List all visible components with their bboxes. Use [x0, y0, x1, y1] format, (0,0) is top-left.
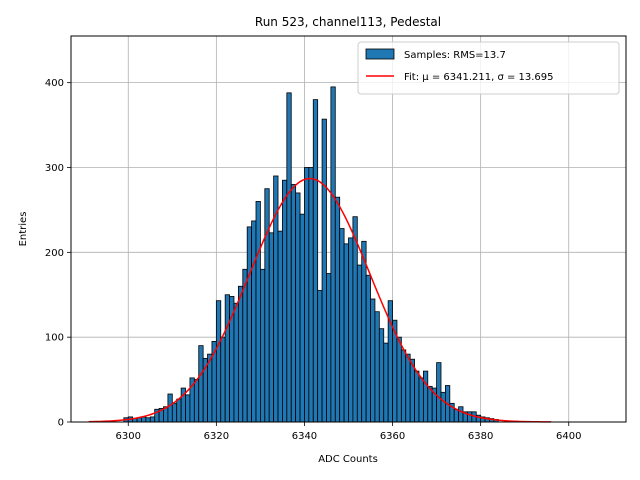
histogram-bar [242, 268, 248, 423]
histogram-bar [312, 99, 319, 423]
histogram-bar [348, 237, 354, 423]
y-tick-label-2: 200 [45, 248, 64, 259]
legend-swatch-histogram [365, 48, 395, 60]
histogram-bar [453, 408, 460, 423]
histogram-bar [339, 228, 345, 423]
y-axis-label: Entries [18, 212, 29, 247]
histogram-bar [251, 220, 257, 423]
histogram-bar [334, 196, 341, 423]
histogram-bar [176, 398, 182, 423]
histogram-bar [237, 285, 244, 423]
histogram-bar [317, 290, 323, 423]
histogram-bar [326, 273, 332, 423]
x-axis-label: ADC Counts [318, 454, 378, 465]
histogram-bar [365, 274, 371, 423]
histogram-bar [458, 406, 464, 423]
histogram-bar [277, 230, 283, 423]
histogram-bar [361, 240, 367, 423]
histogram-bar [356, 264, 363, 423]
y-tick-label-3: 300 [45, 163, 64, 174]
histogram-bar [352, 216, 358, 423]
x-tick-label-5: 6400 [556, 431, 581, 442]
x-tick-label-2: 6340 [292, 431, 317, 442]
histogram-bar [467, 411, 473, 423]
gaussian-fit-curve [88, 177, 552, 423]
y-tick-label-0: 0 [58, 418, 64, 429]
histogram-bar [414, 370, 420, 423]
x-tick-label-0: 6300 [116, 431, 141, 442]
histogram-bar [167, 393, 173, 423]
histogram-bar [440, 391, 446, 423]
histogram-bar [149, 416, 156, 423]
histogram-bar [264, 188, 270, 423]
histogram-bar [321, 118, 327, 423]
histogram-bar [185, 394, 191, 423]
histogram-bar [343, 243, 349, 423]
histogram-bar [198, 345, 204, 423]
legend-label-histogram: Samples: RMS=13.7 [404, 50, 506, 61]
histogram-bar [330, 86, 336, 423]
histogram-bar [405, 353, 411, 423]
histogram-bar [282, 179, 288, 423]
y-tick-label-1: 100 [45, 333, 64, 344]
histogram-bar [304, 167, 310, 423]
histogram-bar [224, 294, 230, 423]
histogram-bar [378, 328, 385, 423]
y-axis-ticks: 0 100 200 300 400 [45, 78, 71, 429]
histogram-bar [409, 358, 415, 423]
histogram-bar [308, 167, 314, 423]
legend-box [357, 41, 620, 95]
histogram-bar [255, 201, 261, 423]
histogram-bar [246, 226, 252, 423]
histogram-bar [427, 385, 433, 423]
histogram-bar [220, 336, 226, 423]
histogram-bars [123, 86, 499, 423]
x-axis-ticks: 6300 6320 6340 6360 6380 6400 [116, 422, 581, 442]
histogram-bar [145, 417, 151, 423]
histogram-bar [299, 213, 305, 423]
histogram-bar [295, 192, 301, 423]
histogram-bar [370, 298, 376, 423]
plot-frame [70, 35, 627, 423]
legend-label-fit: Fit: μ = 6341.211, σ = 13.695 [404, 72, 554, 83]
x-tick-label-3: 6360 [380, 431, 405, 442]
x-tick-label-1: 6320 [204, 431, 229, 442]
histogram-bar [268, 232, 275, 423]
y-tick-label-4: 400 [45, 78, 64, 89]
legend: Samples: RMS=13.7 Fit: μ = 6341.211, σ =… [357, 41, 620, 95]
histogram-bar [422, 370, 429, 423]
histogram-bar [383, 342, 389, 423]
histogram-bar [215, 300, 222, 423]
histogram-bar [193, 379, 200, 423]
histogram-bar [141, 416, 147, 423]
chart-title: Run 523, channel113, Pedestal [255, 15, 441, 29]
histogram-bar [396, 336, 402, 423]
histogram-bar [290, 184, 297, 423]
histogram-bar [260, 268, 266, 423]
histogram-bar [436, 362, 442, 423]
x-tick-label-4: 6380 [468, 431, 493, 442]
histogram-bar [233, 302, 239, 423]
histogram-bar [374, 311, 380, 423]
histogram-bar [418, 377, 424, 423]
histogram-bar [286, 92, 292, 423]
histogram-bar [171, 402, 178, 423]
histogram-bar [400, 349, 407, 423]
